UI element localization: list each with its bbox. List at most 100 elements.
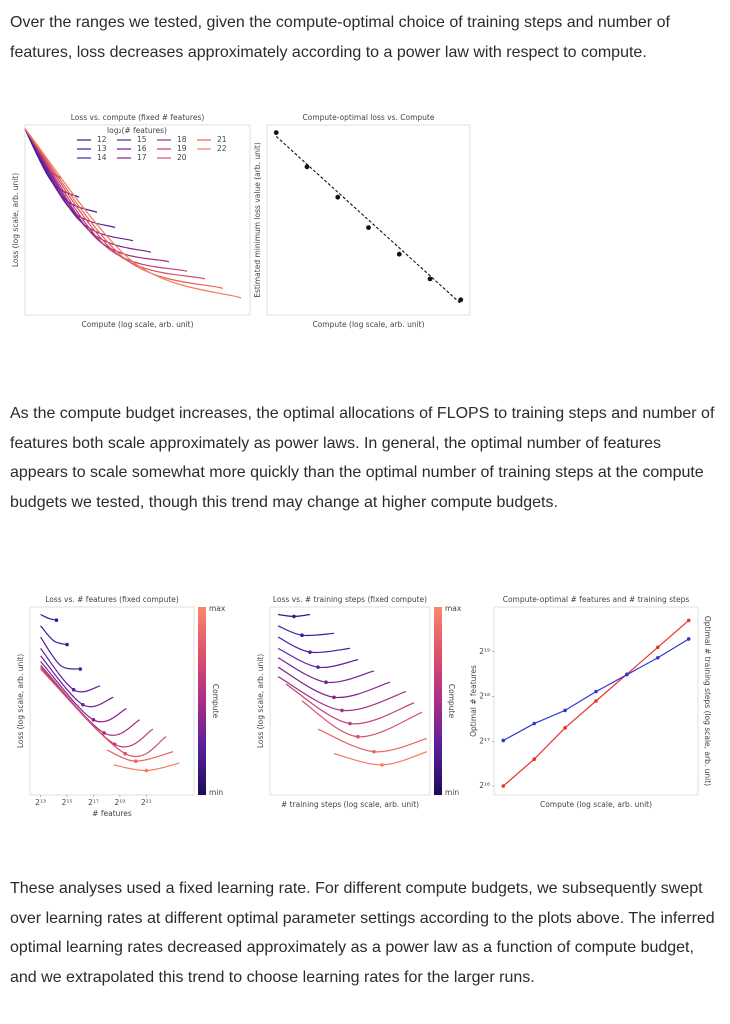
data-point (366, 225, 371, 231)
legend-label: 15 (137, 135, 147, 144)
y-axis-label: Loss (log scale, arb. unit) (256, 654, 265, 748)
paragraph: These analyses used a fixed learning rat… (10, 880, 715, 986)
colorbar-max: max (445, 604, 462, 613)
legend-label: 16 (137, 144, 147, 153)
data-point (396, 251, 402, 257)
y-axis-label: Optimal # features (469, 665, 478, 737)
paragraph: As the compute budget increases, the opt… (10, 405, 715, 511)
data-point (501, 738, 506, 743)
data-point (300, 633, 304, 637)
data-point (625, 672, 629, 677)
colorbar-label: Compute (211, 684, 220, 719)
legend-label: 19 (177, 144, 187, 153)
legend-label: 18 (177, 135, 187, 144)
data-point (335, 194, 341, 200)
legend-label: 21 (217, 135, 227, 144)
colorbar-min: min (445, 788, 459, 797)
y-axis-label: Loss (log scale, arb. unit) (16, 654, 25, 748)
y-axis-label: Loss (log scale, arb. unit) (11, 173, 20, 267)
data-point (563, 708, 567, 713)
data-point (356, 734, 360, 739)
data-point (686, 637, 691, 641)
data-point (348, 721, 352, 726)
legend-label: 12 (97, 135, 107, 144)
fit-line (275, 135, 462, 305)
data-point (308, 650, 312, 654)
data-point (532, 757, 536, 761)
series-line (24, 128, 188, 272)
chart-title: Loss vs. # features (fixed compute) (45, 595, 179, 604)
data-point (102, 731, 106, 735)
legend-label: 22 (217, 144, 227, 153)
legend-label: 20 (177, 153, 187, 162)
data-point (273, 130, 279, 136)
colorbar-label: Compute (447, 684, 456, 719)
data-point (594, 699, 598, 703)
data-point (324, 680, 328, 684)
plot-area (29, 606, 195, 796)
data-point (458, 297, 464, 303)
data-point (686, 618, 691, 623)
series-line (40, 636, 81, 670)
data-point (656, 655, 660, 660)
data-point (134, 759, 138, 763)
series-line (40, 666, 154, 748)
x-tick-label: 2¹⁵ (62, 798, 73, 807)
chart-title: Compute-optimal loss vs. Compute (303, 113, 435, 122)
data-point (54, 618, 59, 622)
data-point (65, 642, 69, 647)
data-point (656, 645, 660, 650)
paragraph: Over the ranges we tested, given the com… (10, 14, 670, 61)
x-axis-label: Compute (log scale, arb. unit) (540, 800, 652, 809)
legend-label: 17 (137, 153, 147, 162)
colorbar (198, 607, 206, 795)
data-point (316, 665, 320, 669)
data-point (380, 763, 384, 767)
series-line (40, 625, 68, 646)
chart-title: Loss vs. # training steps (fixed compute… (273, 595, 427, 604)
x-axis-label: Compute (log scale, arb. unit) (312, 320, 424, 329)
colorbar-max: max (209, 604, 226, 613)
x-axis-label: # features (92, 809, 132, 818)
legend-label: 13 (97, 144, 107, 153)
data-point (304, 164, 310, 170)
y-tick-label: 2¹⁹ (479, 647, 490, 656)
chart-title: Compute-optimal # features and # trainin… (503, 595, 690, 604)
y-tick-label: 2¹⁶ (479, 781, 490, 790)
y-tick-label: 2¹⁸ (479, 692, 490, 701)
data-point (123, 751, 128, 756)
data-point (340, 708, 344, 713)
data-point (427, 276, 433, 282)
x-tick-label: 2¹⁷ (88, 798, 99, 807)
y-tick-label: 2¹⁷ (479, 736, 490, 745)
data-point (71, 687, 76, 692)
data-point (91, 718, 96, 722)
x-axis-label: # training steps (log scale, arb. unit) (281, 800, 419, 809)
data-point (532, 721, 536, 726)
x-tick-label: 2²¹ (141, 798, 152, 807)
y-axis-label: Estimated minimum loss value (arb. unit) (253, 142, 262, 298)
legend-label: 14 (97, 153, 107, 162)
data-point (332, 695, 336, 700)
series-line (24, 128, 170, 263)
series-line (24, 128, 242, 299)
plot-area (269, 606, 431, 796)
x-axis-label: Compute (log scale, arb. unit) (81, 320, 193, 329)
colorbar-min: min (209, 788, 223, 797)
chart-title: Loss vs. compute (fixed # features) (71, 113, 205, 122)
plot-area (24, 124, 251, 316)
data-point (594, 689, 598, 694)
data-point (292, 614, 296, 619)
data-point (144, 768, 149, 773)
y2-axis-label: Optimal # training steps (log scale, arb… (703, 616, 712, 786)
series-line (24, 128, 206, 280)
colorbar (434, 607, 442, 795)
series-line (40, 668, 167, 757)
legend-title: log₂(# features) (107, 126, 167, 135)
data-point (81, 702, 85, 707)
x-tick-label: 2¹³ (35, 798, 46, 807)
series-line (24, 128, 224, 289)
data-point (501, 784, 506, 788)
